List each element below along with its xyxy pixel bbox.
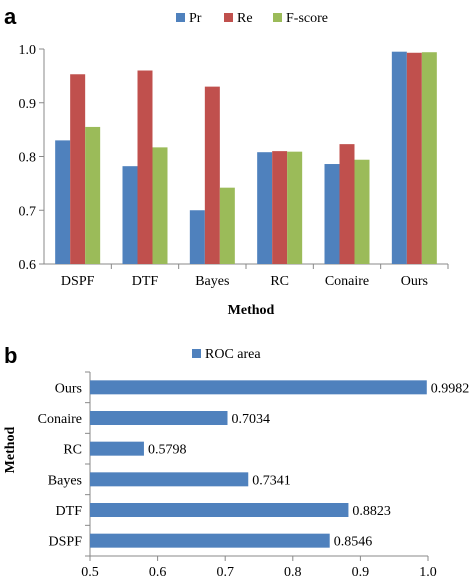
legend-label: F-score (286, 11, 328, 26)
y-tick-label: Ours (55, 381, 82, 396)
x-tick-label: Conaire (325, 274, 369, 289)
legend-swatch (224, 13, 233, 22)
x-tick-label: DTF (132, 274, 159, 289)
bar-pr (55, 140, 71, 264)
bar-f-score (354, 159, 370, 264)
x-tick-label: Bayes (195, 274, 229, 289)
x-tick-label: 0.7 (216, 565, 234, 577)
panel-b-horizontal-bar-chart: b ROC area 0.5 0.6 0.7 0.8 0.9 1.0 Ours 0.9982 C… (3, 343, 469, 577)
bar-re (137, 70, 153, 264)
x-tick-label: Ours (401, 274, 428, 289)
y-tick-label: DTF (56, 504, 83, 519)
bar-f-score (287, 151, 303, 264)
legend-label: ROC area (205, 347, 261, 362)
y-tick-label: 0.8 (19, 151, 37, 166)
data-label: 0.7341 (252, 473, 290, 488)
legend-label: Re (237, 11, 253, 26)
panel-a-label: a (4, 4, 17, 29)
panel-a-x-axis-title: Method (228, 303, 275, 318)
panel-b-label: b (4, 343, 17, 368)
panel-a-legend: Pr Re F-score (176, 11, 328, 26)
legend-swatch (273, 13, 282, 22)
panel-b-plot-area: 0.5 0.6 0.7 0.8 0.9 1.0 Ours 0.9982 Conaire 0.703… (38, 371, 470, 577)
y-tick-label: 0.9 (19, 97, 37, 112)
bar-roc-area (90, 411, 228, 425)
data-label: 0.7034 (231, 412, 270, 427)
bar-f-score (219, 187, 235, 264)
bar-re (339, 144, 355, 264)
bar-re (406, 52, 422, 265)
panel-b-legend: ROC area (192, 347, 261, 362)
bar-re (272, 151, 288, 264)
y-tick-label: Conaire (38, 412, 82, 427)
x-tick-label: 0.8 (284, 565, 302, 577)
y-tick-label: 0.7 (19, 204, 37, 219)
x-tick-label: 0.5 (81, 565, 99, 577)
x-tick-label: 0.6 (149, 565, 167, 577)
bar-roc-area (90, 380, 427, 395)
x-tick-label: DSPF (61, 274, 95, 289)
data-label: 0.8546 (334, 535, 373, 550)
bar-re (70, 74, 86, 264)
bar-pr (391, 51, 407, 264)
bar-roc-area (90, 533, 330, 548)
legend-swatch (192, 349, 201, 358)
y-tick-label: DSPF (49, 535, 83, 550)
legend-label: Pr (189, 11, 202, 26)
legend-swatch (176, 13, 185, 22)
bar-pr (189, 210, 205, 264)
y-tick-label: 0.6 (19, 258, 37, 273)
x-tick-label: 1.0 (419, 565, 437, 577)
y-tick-label: RC (63, 443, 82, 458)
data-label: 0.9982 (431, 381, 470, 396)
panel-a-plot-area: 0.6 0.7 0.8 0.9 1.0 DSPF DTF Bayes RC Conaire Ours (19, 43, 449, 289)
x-tick-label: 0.9 (352, 565, 370, 577)
data-label: 0.5798 (148, 443, 187, 458)
bar-pr (257, 152, 273, 264)
bar-pr (324, 164, 340, 264)
bar-f-score (85, 126, 101, 264)
bar-roc-area (90, 503, 349, 517)
panel-b-y-axis-title: Method (3, 426, 18, 473)
y-tick-label: 1.0 (19, 43, 37, 58)
panel-a-bar-chart: a Pr Re F-score 0.6 0.7 0.8 0.9 1.0 DSPF DTF Baye… (4, 4, 449, 318)
bar-f-score (152, 147, 168, 264)
bar-roc-area (90, 441, 144, 456)
bar-re (204, 86, 220, 264)
bar-roc-area (90, 472, 249, 487)
x-tick-label: RC (270, 274, 289, 289)
bar-pr (122, 166, 138, 264)
y-tick-label: Bayes (48, 473, 82, 488)
bar-f-score (421, 52, 437, 264)
data-label: 0.8823 (352, 504, 391, 519)
